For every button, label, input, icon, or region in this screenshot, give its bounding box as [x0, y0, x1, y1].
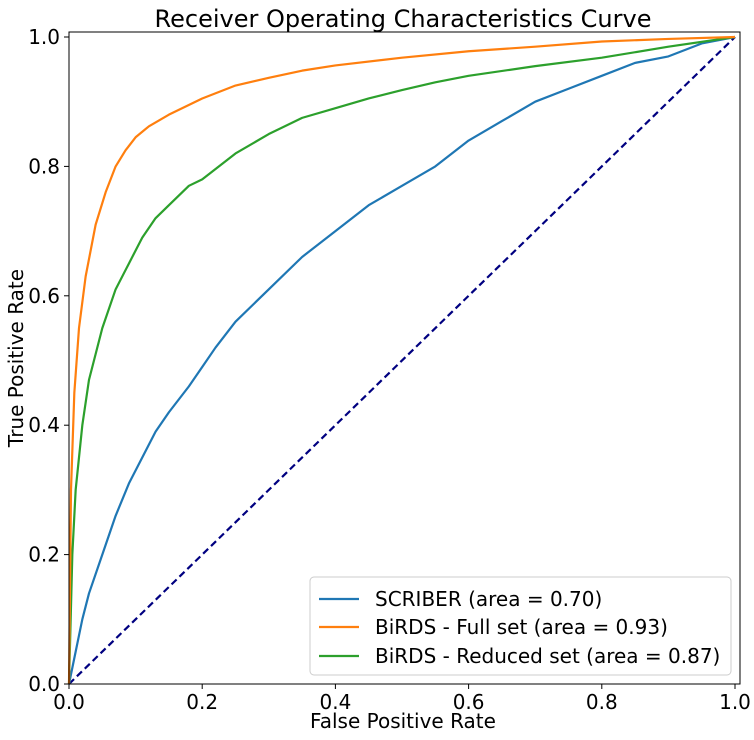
x-tick-label: 1.0 — [719, 690, 751, 714]
y-axis-ticks: 0.0 0.2 0.4 0.6 0.8 1.0 — [28, 25, 69, 696]
chance-diagonal-line — [68, 36, 736, 685]
x-tick-label: 0.6 — [453, 690, 485, 714]
x-axis-ticks: 0.0 0.2 0.4 0.6 0.8 1.0 — [53, 684, 751, 714]
y-tick-label: 0.8 — [28, 154, 60, 178]
x-tick-label: 0.4 — [319, 690, 351, 714]
y-axis-label: True Positive Rate — [4, 269, 28, 448]
x-tick-label: 0.0 — [53, 690, 85, 714]
y-tick-label: 0.6 — [28, 284, 60, 308]
legend-box — [309, 576, 732, 676]
y-tick-label: 0.4 — [28, 413, 60, 437]
legend-label-birds-full: BiRDS - Full set (area = 0.93) — [375, 615, 668, 639]
legend: SCRIBER (area = 0.70) BiRDS - Full set (… — [309, 576, 732, 676]
series-line-2 — [67, 35, 736, 685]
series-line-1 — [67, 35, 736, 685]
x-axis-label: False Positive Rate — [310, 709, 496, 733]
y-tick-label: 0.0 — [28, 672, 60, 696]
legend-label-scriber: SCRIBER (area = 0.70) — [375, 587, 602, 611]
legend-label-birds-reduced: BiRDS - Reduced set (area = 0.87) — [375, 644, 720, 668]
y-tick-label: 0.2 — [28, 543, 60, 567]
x-tick-label: 0.8 — [586, 690, 618, 714]
y-tick-label: 1.0 — [28, 25, 60, 49]
x-tick-label: 0.2 — [186, 690, 218, 714]
plot-frame — [68, 31, 741, 685]
chart-title: Receiver Operating Characteristics Curve — [155, 5, 652, 33]
series-line-0 — [67, 35, 736, 685]
plot-lines — [67, 35, 736, 685]
